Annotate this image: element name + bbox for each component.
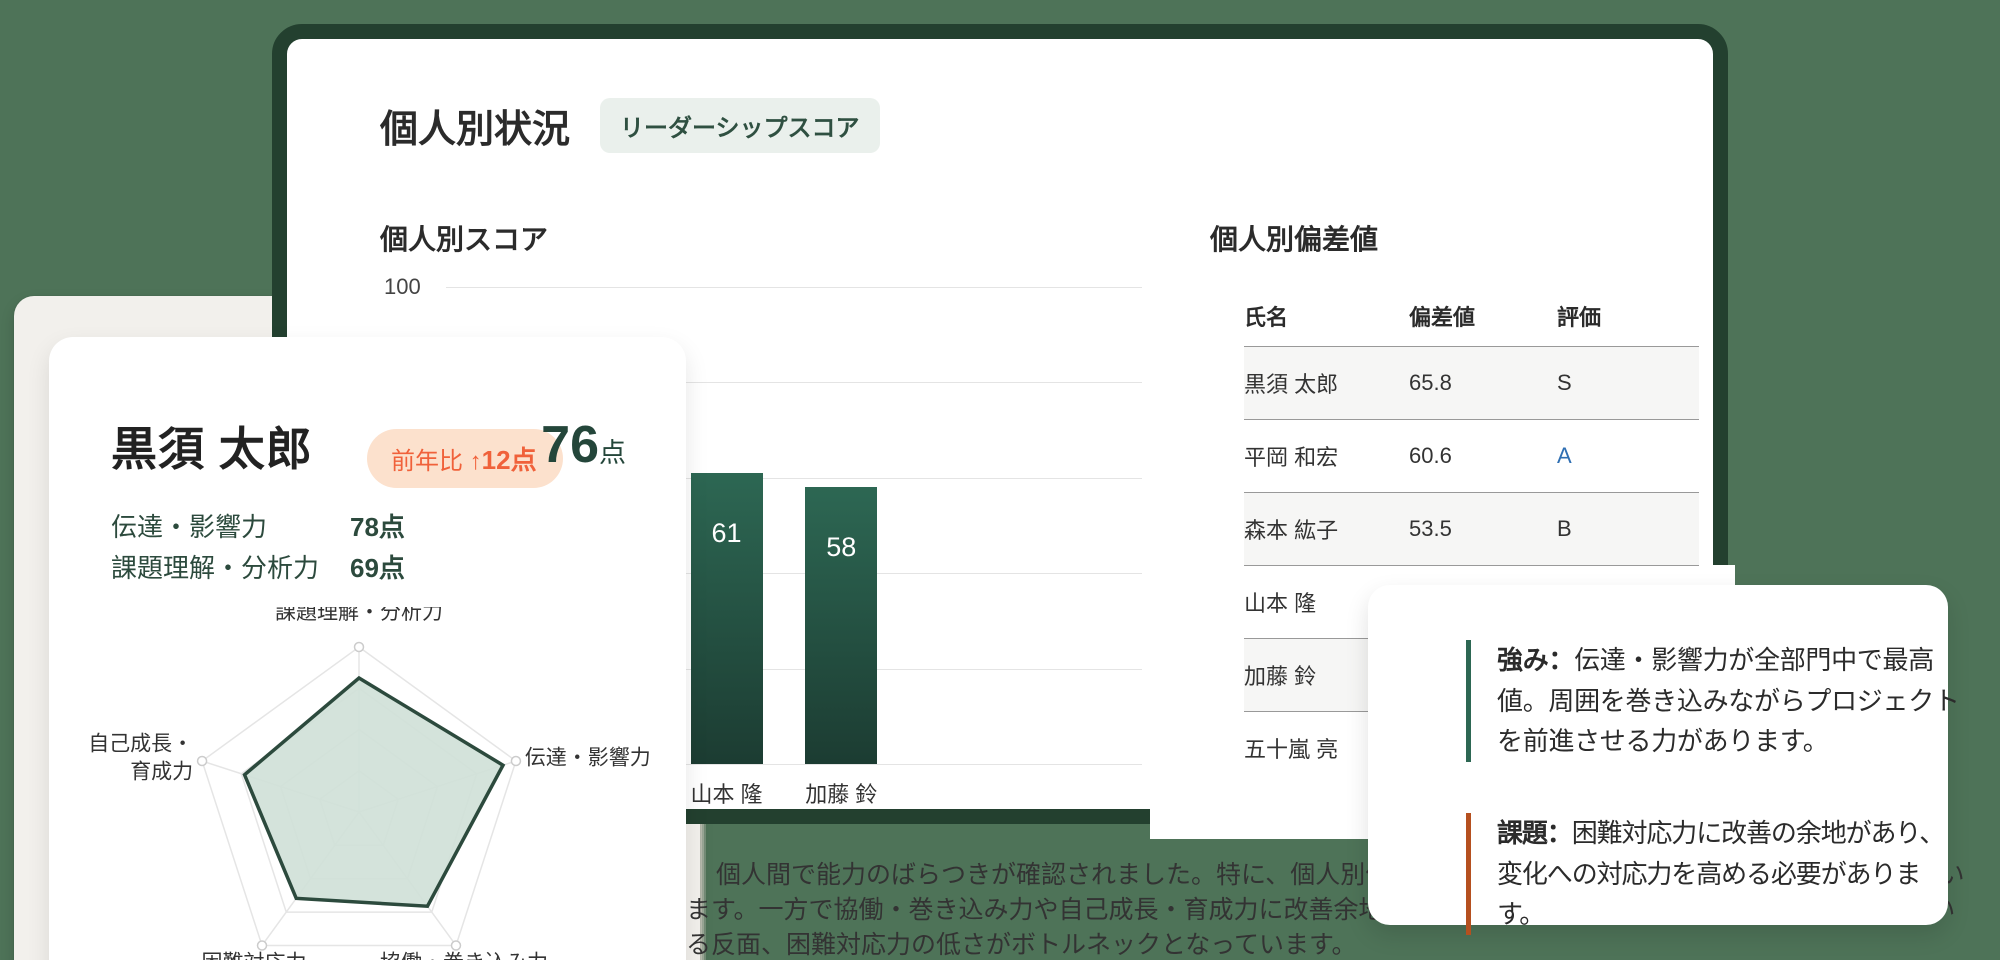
svg-text:困難対応力: 困難対応力: [202, 951, 307, 960]
svg-text:伝達・影響力: 伝達・影響力: [525, 747, 651, 770]
svg-text:自己成長・: 自己成長・: [88, 733, 193, 756]
svg-text:育成力: 育成力: [130, 761, 193, 784]
svg-text:協働・巻き込み力: 協働・巻き込み力: [380, 951, 548, 960]
svg-text:課題理解・分析力: 課題理解・分析力: [275, 607, 443, 624]
